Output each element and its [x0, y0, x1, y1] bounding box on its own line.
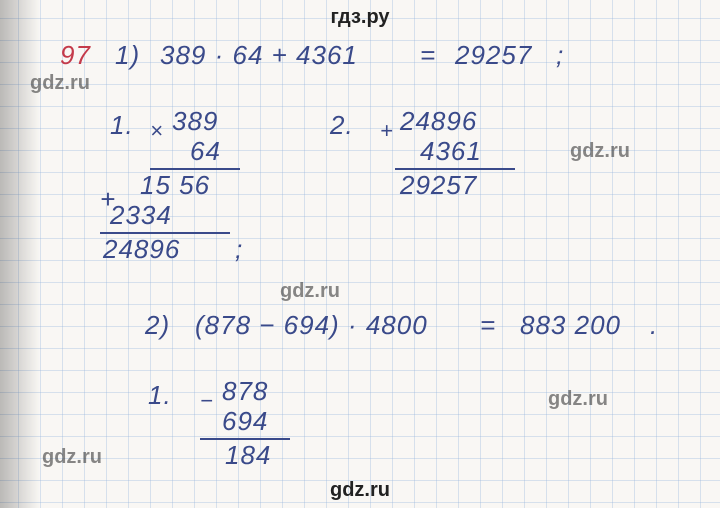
mult-tail: ;	[235, 234, 243, 265]
watermark: gdz.ru	[570, 140, 630, 163]
page-header: гдз.ру	[0, 6, 720, 29]
mult-product: 24896	[103, 234, 180, 265]
mult-symbol: ×	[150, 118, 164, 144]
page-footer: gdz.ru	[0, 479, 720, 502]
result-2: 883 200	[520, 310, 621, 341]
mult-partial1: 15 56	[140, 170, 210, 201]
watermark: gdz.ru	[42, 446, 102, 469]
problem-number: 97	[60, 40, 91, 71]
expression-2: (878 − 694) · 4800	[195, 310, 428, 341]
equals-2: =	[480, 310, 496, 341]
tail-1: ;	[556, 40, 564, 71]
add-step-label: 2.	[330, 110, 354, 141]
part-index-1: 1)	[115, 40, 140, 71]
sub-symbol: −	[200, 388, 214, 414]
add-sum: 29257	[400, 170, 477, 201]
mult-step-label: 1.	[110, 110, 134, 141]
mult-top: 389	[172, 106, 218, 137]
expression-1: 389 · 64 + 4361	[160, 40, 358, 71]
add-top: 24896	[400, 106, 477, 137]
mult-bottom: 64	[190, 136, 221, 167]
mult-partial2: 2334	[110, 200, 172, 231]
sub-bottom: 694	[222, 406, 268, 437]
add-bottom: 4361	[420, 136, 482, 167]
part-index-2: 2)	[145, 310, 170, 341]
add-symbol: +	[380, 118, 394, 144]
watermark: gdz.ru	[280, 280, 340, 303]
sub-diff: 184	[225, 440, 271, 471]
sub-step-label: 1.	[148, 380, 172, 411]
watermark: gdz.ru	[30, 72, 90, 95]
tail-2: .	[650, 310, 658, 341]
result-1: 29257	[455, 40, 532, 71]
equals-1: =	[420, 40, 436, 71]
watermark: gdz.ru	[548, 388, 608, 411]
sub-top: 878	[222, 376, 268, 407]
